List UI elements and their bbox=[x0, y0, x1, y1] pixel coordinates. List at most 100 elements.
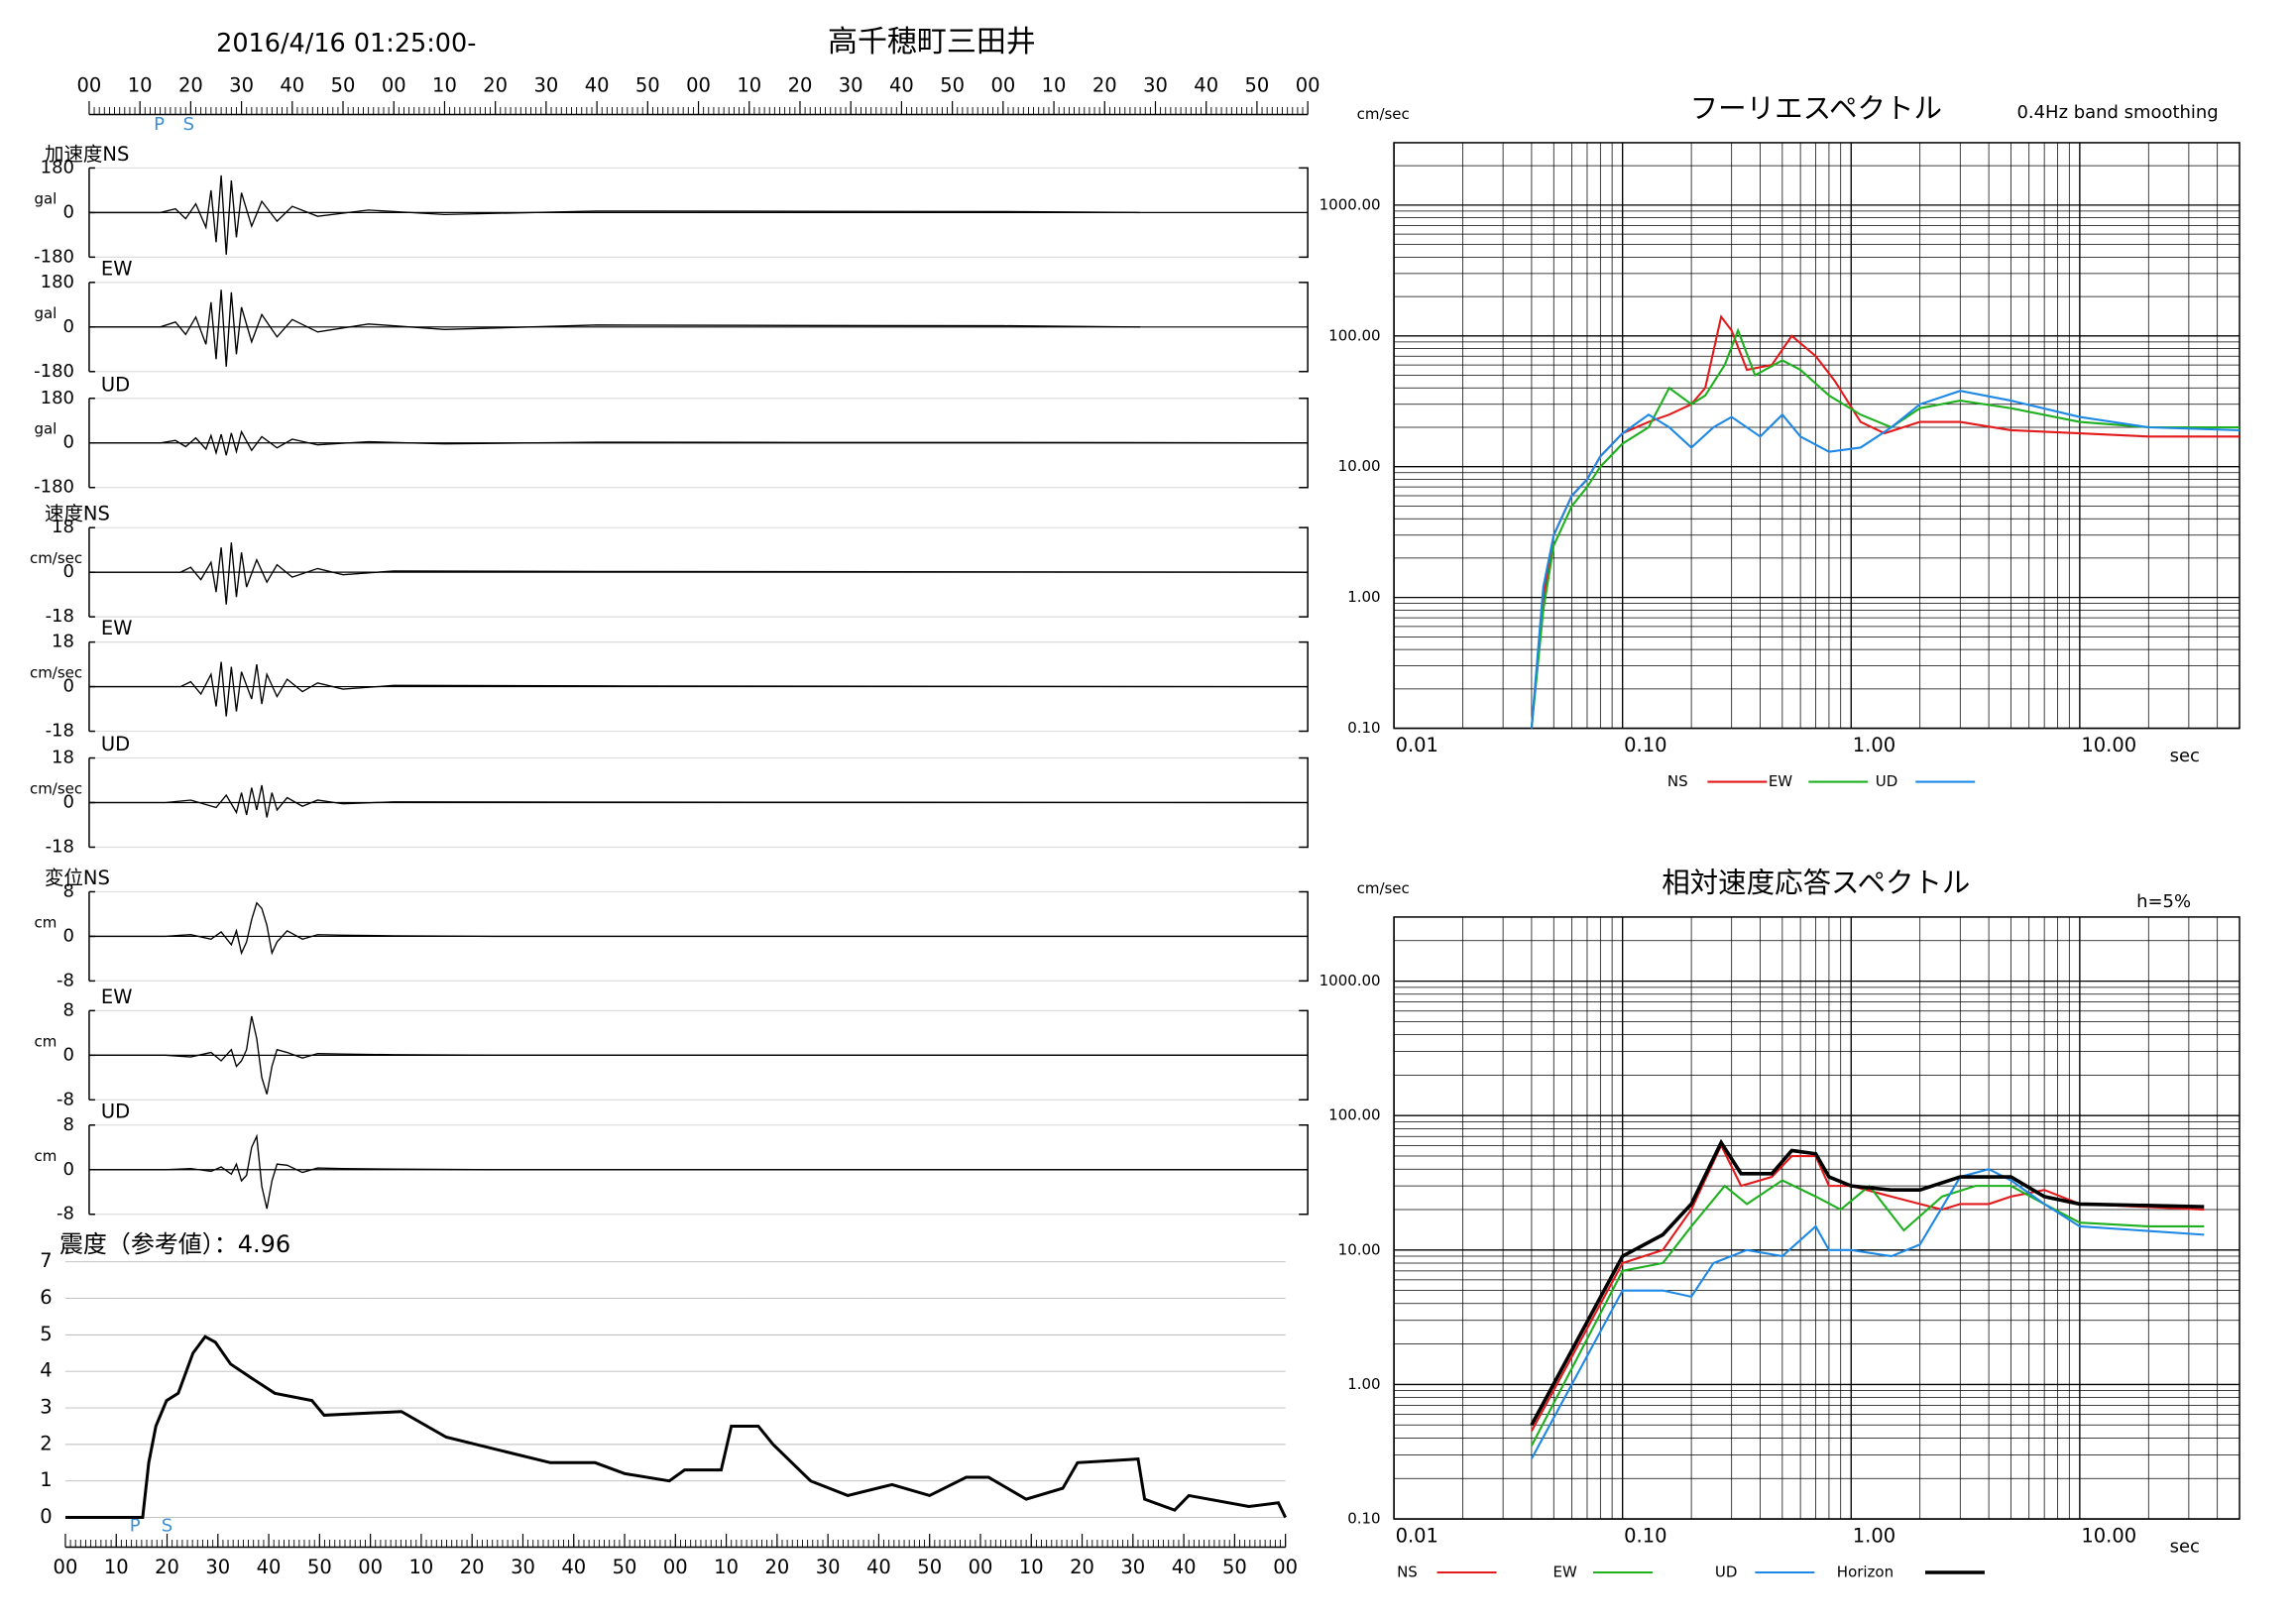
y-tick-label: 10.00 bbox=[1338, 457, 1381, 475]
phase-mark: P bbox=[154, 114, 165, 135]
x-tick-label: 40 bbox=[1172, 1556, 1197, 1578]
plot-frame bbox=[1393, 916, 2240, 1520]
spectrum-line bbox=[1530, 327, 2240, 729]
y-tick-label: -8 bbox=[57, 970, 74, 990]
waveform-trace bbox=[88, 784, 1309, 818]
component-label: NS bbox=[83, 866, 110, 888]
component-label: EW bbox=[101, 617, 133, 639]
x-tick-label: 50 bbox=[1222, 1556, 1247, 1578]
x-tick-label: 1.00 bbox=[1853, 1525, 1895, 1548]
y-tick-label: 100.00 bbox=[1328, 326, 1380, 344]
x-tick-label: 0.01 bbox=[1396, 734, 1438, 756]
x-tick-label: 00 bbox=[382, 73, 406, 96]
phase-mark: P bbox=[130, 1516, 141, 1537]
x-tick-label: 30 bbox=[511, 1556, 535, 1578]
x-tick-label: 10 bbox=[1019, 1556, 1044, 1578]
y-tick-label: 100.00 bbox=[1328, 1106, 1380, 1124]
unit-label: cm/sec bbox=[30, 664, 82, 682]
y-tick-label: 0 bbox=[63, 676, 74, 697]
y-tick-label: -18 bbox=[46, 721, 74, 742]
y-tick-label: 0 bbox=[63, 792, 74, 813]
x-tick-label: 0.10 bbox=[1624, 1525, 1666, 1548]
group-label: 変位 bbox=[45, 866, 83, 888]
x-tick-label: 10 bbox=[432, 73, 457, 96]
x-tick-label: 0.01 bbox=[1396, 1525, 1438, 1548]
x-tick-label: 50 bbox=[917, 1556, 942, 1578]
x-tick-label: 50 bbox=[307, 1556, 332, 1578]
waveform-trace bbox=[88, 290, 1141, 367]
channel-label: EW bbox=[101, 985, 133, 1007]
intensity-title: 震度（参考値）：4.96 bbox=[59, 1230, 290, 1258]
x-tick-label: 00 bbox=[358, 1556, 383, 1578]
y-tick-label: 1000.00 bbox=[1320, 972, 1381, 989]
chart-title: 相対速度応答スペクトル bbox=[1662, 867, 1970, 899]
y-unit: cm/sec bbox=[1357, 879, 1410, 897]
plot-frame bbox=[1393, 142, 2240, 730]
component-label: NS bbox=[102, 142, 129, 165]
unit-label: cm bbox=[34, 1032, 57, 1050]
x-tick-label: 30 bbox=[816, 1556, 841, 1578]
waveform-trace bbox=[88, 661, 1309, 717]
y-tick-label: -8 bbox=[57, 1089, 74, 1109]
annotation: h=5% bbox=[2136, 891, 2191, 912]
y-tick-label: 0 bbox=[63, 432, 74, 453]
x-tick-label: 40 bbox=[561, 1556, 586, 1578]
y-tick-label: 180 bbox=[41, 157, 74, 177]
phase-mark: S bbox=[183, 114, 194, 135]
x-tick-label: 20 bbox=[788, 73, 813, 96]
y-tick-label: 1.00 bbox=[1347, 588, 1380, 606]
waveform-trace bbox=[88, 1015, 1309, 1095]
x-tick-label: 10 bbox=[128, 73, 153, 96]
unit-label: cm/sec bbox=[30, 780, 82, 798]
y-tick-label: 1.00 bbox=[1347, 1375, 1380, 1393]
component-label: UD bbox=[101, 733, 130, 755]
channel-label: 変位NS bbox=[45, 866, 110, 888]
x-tick-label: 30 bbox=[229, 73, 254, 96]
intensity-line bbox=[64, 1334, 1288, 1520]
x-tick-label: 1.00 bbox=[1853, 734, 1895, 756]
x-tick-label: 20 bbox=[1092, 73, 1117, 96]
legend-label: UD bbox=[1715, 1564, 1738, 1581]
component-label: EW bbox=[101, 257, 133, 280]
x-tick-label: 10 bbox=[1042, 73, 1067, 96]
x-tick-label: 20 bbox=[460, 1556, 485, 1578]
x-tick-label: 00 bbox=[54, 1556, 78, 1578]
y-tick-label: 8 bbox=[63, 880, 74, 901]
x-tick-label: 50 bbox=[940, 73, 965, 96]
y-tick-label: 180 bbox=[41, 388, 74, 408]
x-tick-label: 20 bbox=[178, 73, 203, 96]
x-tick-label: 30 bbox=[1120, 1556, 1145, 1578]
channel-label: 加速度NS bbox=[45, 142, 129, 165]
spectrum-line bbox=[1530, 1142, 2205, 1432]
x-tick-label: 00 bbox=[969, 1556, 993, 1578]
y-tick-label: 0 bbox=[40, 1505, 52, 1528]
record-time: 2016/4/16 01:25:00- bbox=[216, 29, 476, 58]
waveform-trace bbox=[88, 1133, 1309, 1210]
group-label: 速度 bbox=[45, 502, 83, 524]
channel-label: UD bbox=[101, 733, 130, 755]
x-tick-label: 10 bbox=[737, 73, 761, 96]
y-tick-label: 0.10 bbox=[1347, 1510, 1380, 1528]
x-tick-label: 40 bbox=[257, 1556, 282, 1578]
channel-label: UD bbox=[101, 373, 130, 396]
chart-subtitle: 0.4Hz band smoothing bbox=[2016, 102, 2218, 123]
y-tick-label: 18 bbox=[52, 517, 74, 537]
component-label: NS bbox=[83, 502, 110, 524]
y-tick-label: 6 bbox=[40, 1286, 52, 1309]
x-tick-label: 20 bbox=[1070, 1556, 1094, 1578]
x-tick-label: 10 bbox=[714, 1556, 739, 1578]
legend-label: NS bbox=[1397, 1564, 1418, 1581]
x-tick-label: 40 bbox=[866, 1556, 891, 1578]
y-tick-label: 10.00 bbox=[1338, 1240, 1381, 1258]
y-unit: cm/sec bbox=[1357, 105, 1410, 123]
unit-label: gal bbox=[34, 420, 57, 438]
x-tick-label: 30 bbox=[205, 1556, 230, 1578]
y-tick-label: 0 bbox=[63, 316, 74, 337]
x-tick-label: 40 bbox=[585, 73, 610, 96]
y-tick-label: 8 bbox=[63, 1114, 74, 1135]
y-tick-label: 8 bbox=[63, 999, 74, 1020]
y-tick-label: 0 bbox=[63, 1159, 74, 1180]
waveform-trace bbox=[88, 542, 1309, 605]
y-tick-label: -180 bbox=[34, 477, 74, 498]
